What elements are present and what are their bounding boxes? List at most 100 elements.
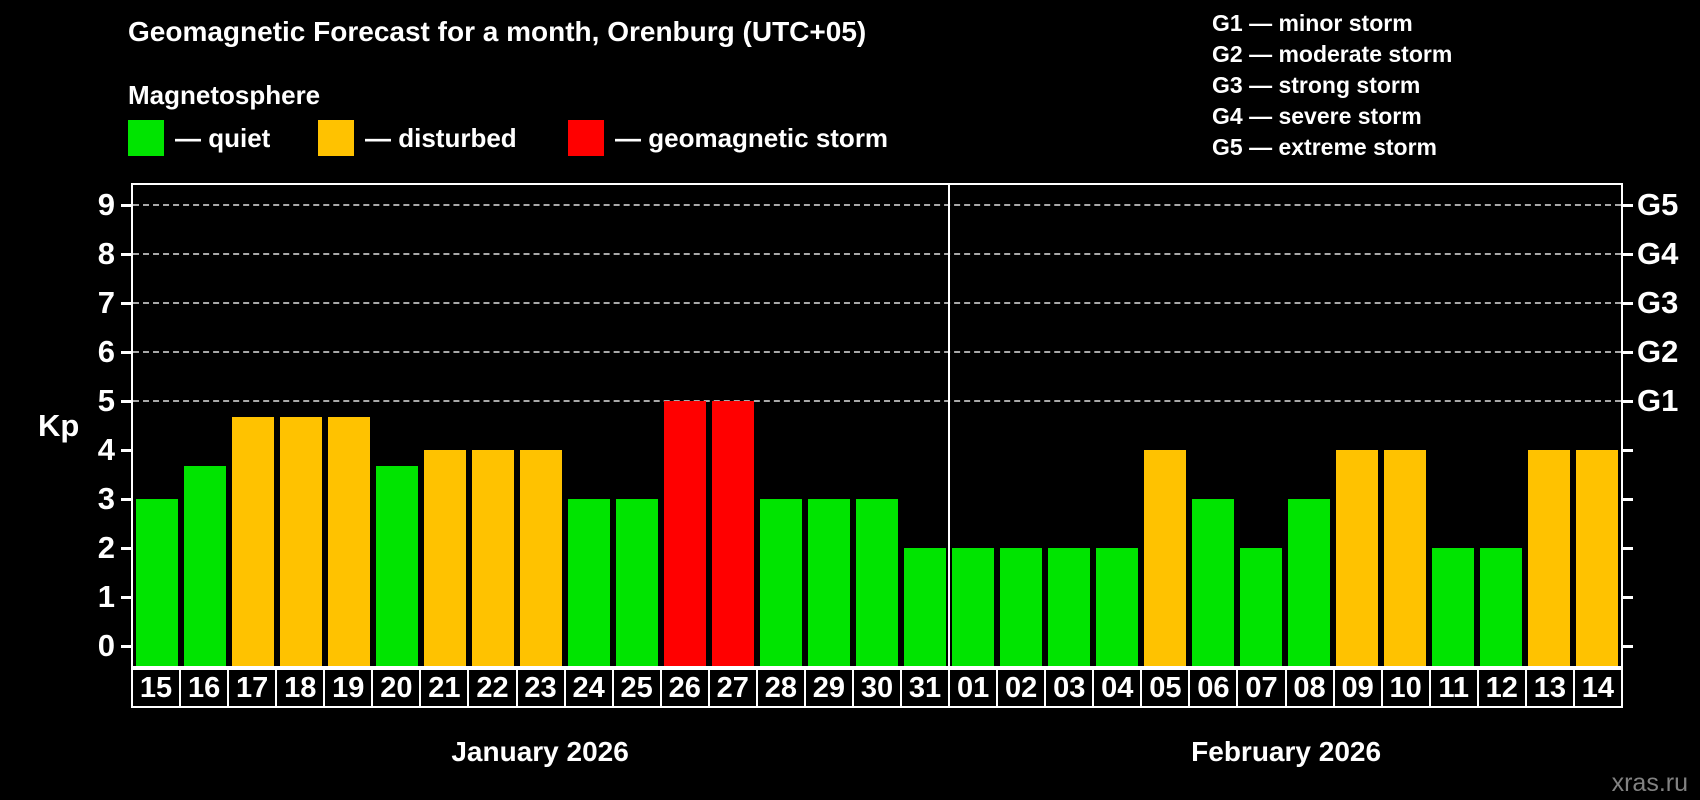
day-cell-16: 16 (179, 668, 230, 708)
y-axis-tick-label-3: 3 (97, 481, 115, 516)
y-axis-tick (1623, 596, 1633, 599)
y-axis-tick (121, 204, 131, 207)
kp-bar-01 (952, 548, 994, 666)
month-label-february: February 2026 (1191, 736, 1382, 767)
magnetosphere-legend: — quiet — disturbed — geomagnetic storm (128, 118, 1108, 158)
legend-item-label: — quiet (175, 122, 271, 153)
day-cell-12: 12 (1476, 668, 1527, 708)
y-axis-tick-label-8: 8 (97, 236, 115, 271)
day-cell-20: 20 (371, 668, 422, 708)
y-axis-tick (1623, 204, 1633, 207)
kp-bar-07 (1240, 548, 1282, 666)
kp-bar-10 (1384, 450, 1426, 666)
y-axis-title: Kp (38, 408, 80, 443)
y-axis-tick-label-4: 4 (97, 432, 115, 467)
plot-area: 0 1 2 3 4 5 6 7 8 9 G1 G2 G3 G4 G5 (98, 183, 1678, 668)
g-scale-item-g3: G3 — strong storm (1212, 72, 1421, 98)
y-gridline-6 (133, 351, 1621, 353)
kp-bar-29 (808, 499, 850, 666)
kp-bar-23 (520, 450, 562, 666)
y-axis-tick (1623, 302, 1633, 305)
day-cell-22: 22 (467, 668, 518, 708)
plot-inner (133, 185, 1621, 666)
y-axis-tick (1623, 449, 1633, 452)
y-axis-tick-label-7: 7 (97, 285, 115, 320)
y-axis-tick (1623, 253, 1633, 256)
y-gridline-5 (133, 400, 1621, 402)
y-axis-tick (121, 351, 131, 354)
day-cell-03: 03 (1044, 668, 1095, 708)
kp-bar-04 (1096, 548, 1138, 666)
kp-bar-05 (1144, 450, 1186, 666)
g-scale-item-g2: G2 — moderate storm (1212, 41, 1453, 67)
y-axis-tick (121, 302, 131, 305)
y-axis-tick-label-6: 6 (97, 334, 115, 369)
kp-bar-12 (1480, 548, 1522, 666)
legend-item-label: — disturbed (365, 122, 517, 153)
disturbed-color-swatch (318, 120, 354, 156)
kp-bar-26 (664, 401, 706, 666)
y-axis-tick (121, 596, 131, 599)
magnetosphere-legend-title: Magnetosphere (128, 80, 321, 110)
legend-item-quiet: — quiet (128, 118, 270, 158)
quiet-color-swatch (128, 120, 164, 156)
day-cell-28: 28 (755, 668, 806, 708)
day-cell-04: 04 (1092, 668, 1143, 708)
kp-bar-14 (1576, 450, 1618, 666)
day-cell-13: 13 (1524, 668, 1575, 708)
kp-bar-18 (280, 417, 322, 666)
kp-bar-25 (616, 499, 658, 666)
g-scale-item-g5: G5 — extreme storm (1212, 134, 1437, 160)
y-axis-tick-label-9: 9 (97, 187, 115, 222)
day-cell-21: 21 (419, 668, 470, 708)
day-cell-08: 08 (1284, 668, 1335, 708)
y-axis-tick (121, 449, 131, 452)
legend-item-disturbed: — disturbed (318, 118, 517, 158)
xras-watermark: xras.ru (1611, 769, 1688, 797)
y-axis-tick (121, 253, 131, 256)
day-cell-05: 05 (1140, 668, 1191, 708)
kp-bar-17 (232, 417, 274, 666)
day-cell-18: 18 (275, 668, 326, 708)
y-axis-tick (1623, 498, 1633, 501)
day-cell-30: 30 (851, 668, 902, 708)
legend-item-label: — geomagnetic storm (615, 122, 889, 153)
day-cell-07: 07 (1236, 668, 1287, 708)
legend-item-storm: — geomagnetic storm (568, 118, 888, 158)
y-axis-tick-label-2: 2 (97, 530, 115, 565)
month-axis-row: January 2026 February 2026 (131, 736, 1623, 772)
day-cell-26: 26 (659, 668, 710, 708)
kp-bar-16 (184, 466, 226, 666)
day-cell-06: 06 (1188, 668, 1239, 708)
g-level-label-g3: G3 (1637, 285, 1679, 320)
y-axis-tick-label-0: 0 (97, 628, 115, 663)
storm-color-swatch (568, 120, 604, 156)
kp-bar-09 (1336, 450, 1378, 666)
kp-bar-21 (424, 450, 466, 666)
kp-bar-27 (712, 401, 754, 666)
kp-bar-30 (856, 499, 898, 666)
day-cell-25: 25 (611, 668, 662, 708)
kp-bar-06 (1192, 499, 1234, 666)
chart-title: Geomagnetic Forecast for a month, Orenbu… (128, 16, 867, 47)
kp-bar-22 (472, 450, 514, 666)
kp-bar-03 (1048, 548, 1090, 666)
y-axis-tick (121, 498, 131, 501)
kp-bar-24 (568, 499, 610, 666)
g-level-label-g5: G5 (1637, 187, 1679, 222)
y-gridline-7 (133, 302, 1621, 304)
y-axis-tick (121, 645, 131, 648)
kp-bar-28 (760, 499, 802, 666)
day-cell-31: 31 (900, 668, 951, 708)
kp-bar-08 (1288, 499, 1330, 666)
kp-bar-19 (328, 417, 370, 666)
day-cell-27: 27 (707, 668, 758, 708)
g-scale-legend: G1 — minor storm G2 — moderate storm G3 … (1212, 8, 1452, 163)
day-cell-29: 29 (803, 668, 854, 708)
day-cell-10: 10 (1380, 668, 1431, 708)
kp-bar-13 (1528, 450, 1570, 666)
y-axis-tick (1623, 547, 1633, 550)
kp-bar-02 (1000, 548, 1042, 666)
day-axis-row: 15 16 17 18 19 20 21 22 23 24 25 26 27 28 29 30 31 01 02 03… (131, 668, 1623, 708)
